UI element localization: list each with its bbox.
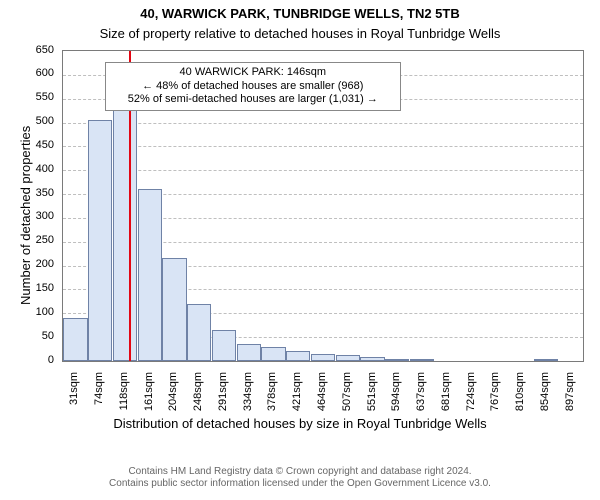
chart-subtitle: Size of property relative to detached ho…: [0, 26, 600, 41]
x-tick-label: 291sqm: [217, 372, 229, 472]
y-tick-label: 150: [0, 282, 54, 294]
y-tick-label: 50: [0, 330, 54, 342]
credits-line: Contains public sector information licen…: [0, 478, 600, 490]
x-tick-label: 118sqm: [118, 372, 130, 472]
x-tick-label: 594sqm: [390, 372, 402, 472]
x-tick-label: 681sqm: [440, 372, 452, 472]
histogram-bar: [534, 359, 558, 361]
histogram-bar: [360, 357, 384, 361]
histogram-bar: [336, 355, 360, 361]
histogram-bar: [261, 347, 285, 361]
histogram-bar: [237, 344, 261, 361]
x-tick-label: 421sqm: [291, 372, 303, 472]
y-tick-label: 500: [0, 115, 54, 127]
histogram-bar: [385, 359, 409, 361]
grid-line: [63, 123, 583, 124]
histogram-bar: [187, 304, 211, 361]
x-tick-label: 334sqm: [242, 372, 254, 472]
grid-line: [63, 170, 583, 171]
y-tick-label: 250: [0, 234, 54, 246]
x-tick-label: 507sqm: [341, 372, 353, 472]
histogram-bar: [286, 351, 310, 361]
chart-title: 40, WARWICK PARK, TUNBRIDGE WELLS, TN2 5…: [0, 6, 600, 21]
x-tick-label: 248sqm: [192, 372, 204, 472]
y-tick-label: 450: [0, 139, 54, 151]
histogram-bar: [311, 354, 335, 361]
y-tick-label: 300: [0, 210, 54, 222]
x-tick-label: 464sqm: [316, 372, 328, 472]
histogram-bar: [212, 330, 236, 361]
x-tick-label: 854sqm: [539, 372, 551, 472]
histogram-bar: [63, 318, 87, 361]
y-tick-label: 0: [0, 354, 54, 366]
annotation-line: 40 WARWICK PARK: 146sqm: [112, 66, 394, 80]
y-tick-label: 550: [0, 91, 54, 103]
x-tick-label: 767sqm: [489, 372, 501, 472]
x-tick-label: 724sqm: [465, 372, 477, 472]
histogram-bar: [88, 120, 112, 361]
annotation-box: 40 WARWICK PARK: 146sqm← 48% of detached…: [105, 62, 401, 111]
plot-area: 40 WARWICK PARK: 146sqm← 48% of detached…: [62, 50, 584, 362]
y-tick-label: 600: [0, 67, 54, 79]
x-tick-label: 74sqm: [93, 372, 105, 472]
histogram-bar: [113, 96, 137, 361]
annotation-line: ← 48% of detached houses are smaller (96…: [112, 80, 394, 94]
x-tick-label: 810sqm: [514, 372, 526, 472]
x-tick-label: 551sqm: [366, 372, 378, 472]
y-tick-label: 650: [0, 44, 54, 56]
x-tick-label: 378sqm: [266, 372, 278, 472]
y-tick-label: 200: [0, 258, 54, 270]
y-tick-label: 400: [0, 163, 54, 175]
x-tick-label: 204sqm: [167, 372, 179, 472]
histogram-bar: [138, 189, 162, 361]
y-tick-label: 100: [0, 306, 54, 318]
x-tick-label: 897sqm: [564, 372, 576, 472]
x-tick-label: 31sqm: [68, 372, 80, 472]
histogram-bar: [410, 359, 434, 361]
annotation-line: 52% of semi-detached houses are larger (…: [112, 93, 394, 107]
x-tick-label: 637sqm: [415, 372, 427, 472]
histogram-bar: [162, 258, 186, 361]
y-tick-label: 350: [0, 187, 54, 199]
chart-root: 40, WARWICK PARK, TUNBRIDGE WELLS, TN2 5…: [0, 0, 600, 500]
x-tick-label: 161sqm: [143, 372, 155, 472]
grid-line: [63, 146, 583, 147]
